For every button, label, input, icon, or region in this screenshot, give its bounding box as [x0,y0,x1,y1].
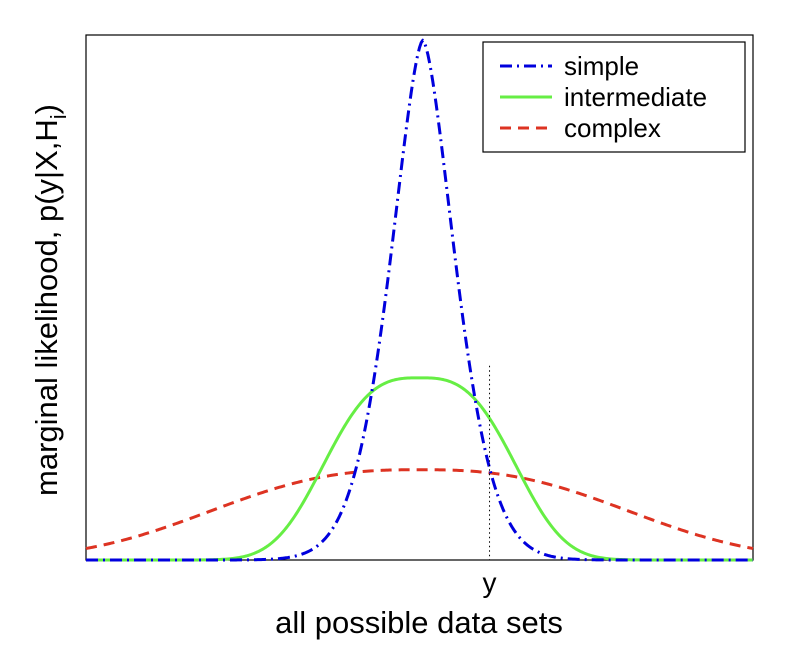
series-simple-line [86,38,753,562]
legend-label-complex: complex [564,113,661,143]
y-axis-label-close: ) [29,104,64,114]
y-axis-label-subscript: i [46,114,71,119]
legend-label-simple: simple [564,51,639,81]
legend-label-intermediate: intermediate [564,82,707,112]
x-tick-label: y [483,567,497,598]
x-axis-label: all possible data sets [275,605,563,640]
y-axis-label-main: marginal likelihood, p(y|X,H [29,119,64,496]
y-axis-label: marginal likelihood, p(y|X,Hi) [29,104,71,496]
tick-layer: y [483,365,497,598]
series-layer [85,38,754,562]
series-complex-line [85,468,754,550]
